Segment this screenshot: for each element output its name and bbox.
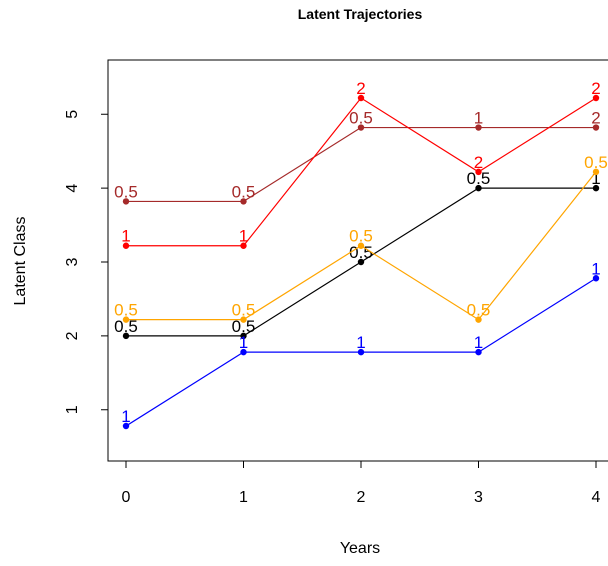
point-label: 0.5 — [114, 301, 138, 320]
y-tick-label: 3 — [64, 257, 81, 266]
x-axis: 0 1 2 3 4 — [122, 460, 601, 506]
point-label: 0.5 — [232, 182, 256, 201]
data-point — [475, 184, 482, 192]
point-label: 1 — [591, 169, 600, 188]
data-point — [475, 348, 482, 356]
point-label: 0.5 — [232, 301, 256, 320]
point-label: 1 — [474, 109, 483, 128]
point-label: 2 — [591, 109, 600, 128]
point-label: 0.5 — [467, 301, 491, 320]
data-point — [240, 348, 247, 356]
point-label: 1 — [239, 227, 248, 246]
point-label: 0.5 — [349, 109, 373, 128]
data-point — [240, 242, 247, 249]
series-0: 0.5 0.5 0.5 1 2 — [114, 109, 601, 205]
point-label: 1 — [121, 227, 130, 246]
point-label: 1 — [591, 259, 600, 278]
point-label: 0.5 — [349, 227, 373, 246]
y-tick-label: 4 — [64, 184, 81, 193]
series-line — [126, 126, 596, 203]
data-point — [240, 316, 247, 323]
series-3: 0.5 0.50.50.50.5 — [114, 153, 608, 323]
y-axis-label: Latent Class — [12, 217, 29, 306]
data-point — [592, 275, 600, 282]
point-label: 0.5 — [584, 153, 608, 172]
point-label: 0.5 — [232, 317, 256, 336]
data-point — [122, 422, 130, 430]
data-point — [475, 124, 482, 131]
data-point — [357, 242, 365, 249]
x-axis-label: Years — [340, 540, 380, 557]
x-tick-label: 2 — [357, 489, 366, 506]
data-point — [592, 124, 600, 131]
x-tick-label: 3 — [474, 489, 483, 506]
point-label: 2 — [356, 79, 365, 98]
data-point — [592, 94, 600, 102]
data-point — [122, 242, 130, 249]
point-label: 2 — [591, 79, 600, 98]
data-point — [475, 316, 482, 323]
data-point — [122, 316, 130, 323]
data-point — [475, 168, 482, 176]
data-point — [357, 124, 365, 131]
chart-title: Latent Trajectories — [298, 6, 423, 22]
data-point — [357, 348, 365, 356]
point-label: 2 — [474, 153, 483, 172]
point-label: 1 — [474, 333, 483, 352]
series-4: 1 1 1 1 1 — [121, 259, 601, 430]
y-tick-label: 1 — [64, 405, 81, 414]
point-label: 1 — [356, 333, 365, 352]
series-2: 0.5 0.50.50.5 1 — [114, 169, 601, 340]
x-tick-label: 1 — [239, 489, 248, 506]
x-tick-label: 0 — [122, 489, 131, 506]
data-point — [592, 184, 600, 192]
point-label: 1 — [121, 407, 130, 426]
data-point — [122, 198, 130, 205]
y-tick-label: 2 — [64, 331, 81, 340]
series-1: 1 1 2 2 2 — [121, 79, 601, 249]
point-label: 0.5 — [467, 169, 491, 188]
data-point — [240, 198, 247, 205]
point-label: 0.5 — [349, 243, 373, 262]
y-axis: 1 2 3 4 5 — [64, 110, 109, 414]
data-point — [240, 332, 247, 340]
point-label: 0.5 — [114, 317, 138, 336]
point-label: 1 — [239, 333, 248, 352]
data-point — [357, 94, 365, 102]
point-label: 0.5 — [114, 182, 138, 201]
data-point — [122, 332, 130, 340]
data-point — [357, 258, 365, 266]
x-tick-label: 4 — [592, 489, 601, 506]
data-point — [592, 168, 600, 176]
y-tick-label: 5 — [64, 110, 81, 119]
